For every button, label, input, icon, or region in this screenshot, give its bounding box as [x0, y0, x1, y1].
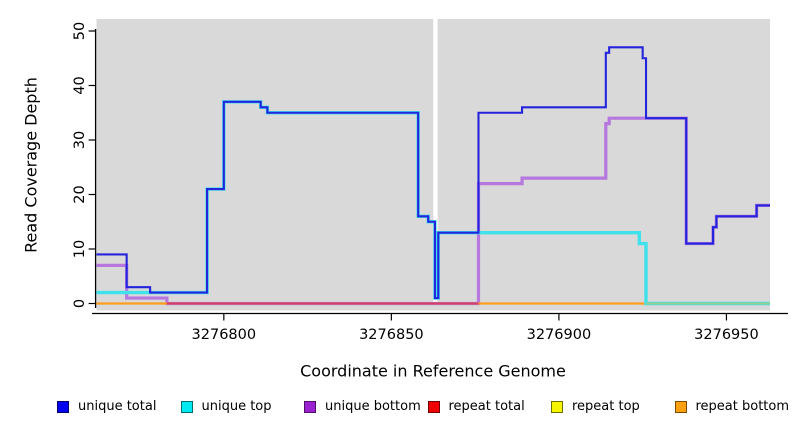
legend-item-unique-top: unique top [180, 399, 305, 414]
x-axis-tick-label: 3276850 [359, 327, 424, 343]
y-axis-tick-label: 50 [72, 22, 88, 40]
x-axis-tick-label: 3276900 [527, 327, 592, 343]
chart-legend: unique total unique top unique bottom repea… [57, 399, 792, 414]
legend-label: repeat top [572, 399, 640, 414]
legend-item-repeat-total: repeat total [427, 399, 552, 414]
y-axis-title: Read Coverage Depth [21, 77, 41, 253]
y-axis-tick-label: 10 [72, 240, 88, 258]
x-axis-tick-label: 3276800 [192, 327, 257, 343]
y-axis-tick-label: 30 [72, 131, 88, 149]
legend-item-unique-bottom: unique bottom [304, 399, 428, 414]
series-unique-total [96, 46, 770, 300]
x-axis-title: Coordinate in Reference Genome [300, 361, 566, 381]
x-axis-tick-label: 3276950 [694, 327, 759, 343]
legend-swatch-repeat-top [551, 400, 563, 413]
y-axis-tick-label: 0 [72, 299, 88, 308]
legend-label: unique top [201, 399, 272, 414]
legend-swatch-unique-bottom [304, 400, 316, 413]
legend-item-unique-total: unique total [57, 399, 181, 414]
legend-label: repeat bottom [695, 399, 790, 414]
y-axis-tick-label: 20 [72, 185, 88, 203]
legend-label: repeat total [448, 399, 525, 414]
legend-swatch-unique-top [180, 400, 193, 413]
missing-data-band [433, 19, 438, 302]
y-axis-tick-label: 40 [72, 76, 88, 94]
legend-label: unique total [78, 399, 157, 414]
legend-swatch-repeat-bottom [674, 400, 687, 413]
legend-label: unique bottom [325, 399, 421, 414]
legend-item-repeat-bottom: repeat bottom [674, 399, 792, 414]
legend-swatch-unique-total [57, 400, 69, 413]
legend-swatch-repeat-total [427, 400, 440, 413]
legend-item-repeat-top: repeat top [551, 399, 675, 414]
